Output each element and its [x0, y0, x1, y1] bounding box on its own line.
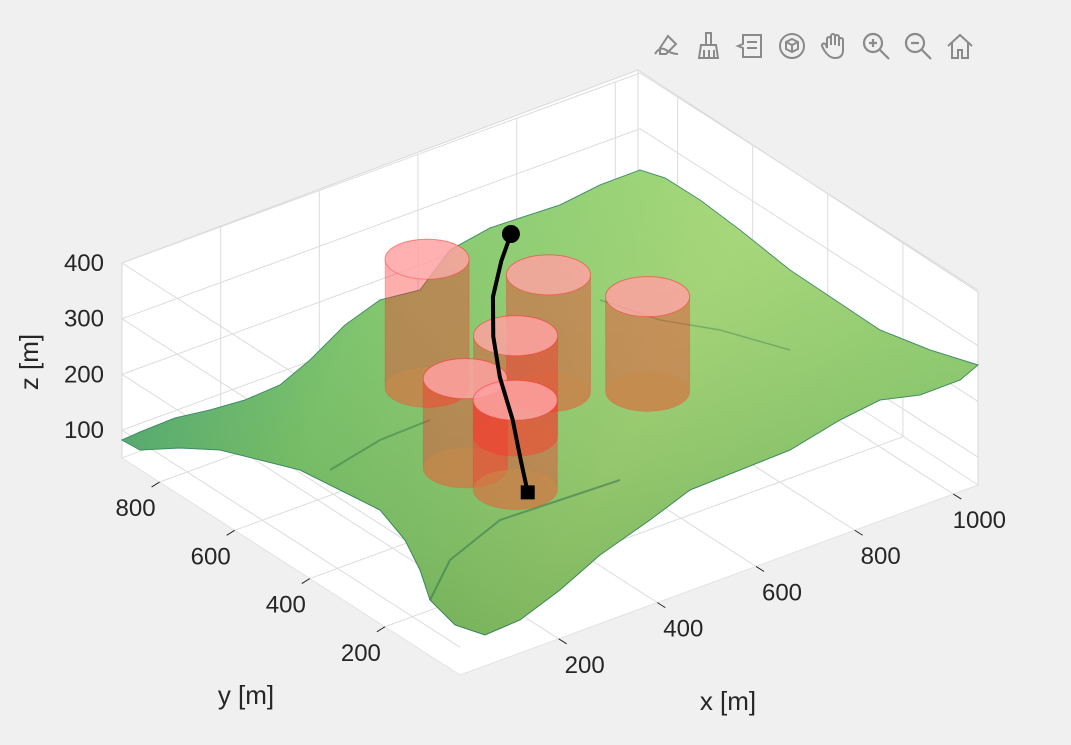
path-layer	[490, 225, 535, 500]
y-axis-label: y [m]	[218, 680, 274, 710]
x-tick-mark	[953, 493, 962, 500]
zoom-out-icon	[904, 32, 932, 60]
rotate-3d-button[interactable]	[772, 26, 812, 66]
data-tips-button[interactable]	[730, 26, 770, 66]
x-tick-mark	[755, 566, 765, 572]
y-tick-mark	[151, 481, 160, 488]
home-button[interactable]	[940, 26, 980, 66]
pan-button[interactable]	[814, 26, 854, 66]
y-tick-label: 600	[191, 543, 231, 570]
pan-icon	[820, 33, 844, 60]
y-tick-mark	[376, 626, 386, 633]
x-axis-label: x [m]	[700, 686, 756, 716]
rotate-3d-icon	[779, 33, 805, 59]
path-start-marker	[520, 485, 535, 500]
x-tick-mark	[854, 529, 863, 536]
data-tips-icon	[735, 34, 762, 58]
home-icon	[947, 33, 973, 59]
zoom-in-icon	[862, 32, 890, 60]
y-tick-mark	[226, 529, 235, 536]
z-tick-label: 200	[64, 361, 104, 388]
path-end-marker	[501, 225, 520, 243]
x-tick-label: 200	[565, 652, 605, 679]
z-axis-label: z [m]	[14, 334, 44, 390]
x-tick-mark	[657, 602, 666, 609]
zoom-out-button[interactable]	[898, 26, 938, 66]
y-tick-label: 400	[266, 592, 306, 619]
z-tick-label: 300	[64, 306, 104, 333]
x-tick-label: 800	[861, 543, 901, 570]
x-tick-label: 1000	[953, 507, 1006, 534]
z-gridline	[120, 72, 979, 481]
brush-icon	[697, 32, 720, 59]
brush-button[interactable]	[688, 26, 728, 66]
edit-plot-button[interactable]	[646, 26, 686, 66]
y-tick-label: 800	[116, 495, 156, 522]
z-tick-label: 100	[64, 417, 104, 444]
y-tick-mark	[301, 578, 311, 584]
x-tick-mark	[558, 638, 567, 645]
x-tick-label: 400	[663, 616, 703, 643]
x-tick-label: 600	[762, 579, 802, 606]
z-tick-label: 400	[64, 250, 104, 277]
y-tick-label: 200	[341, 640, 381, 667]
zoom-in-button[interactable]	[856, 26, 896, 66]
edit-plot-icon	[654, 34, 679, 55]
tick-labels: 200 400 600 800 1000 200 400 600 800 100 200 300 400	[64, 250, 1006, 679]
obstacle-cylinder	[605, 276, 691, 412]
flight-path-line	[490, 233, 530, 493]
axes-toolbar	[646, 24, 980, 68]
obstacle-cylinder	[472, 379, 558, 510]
